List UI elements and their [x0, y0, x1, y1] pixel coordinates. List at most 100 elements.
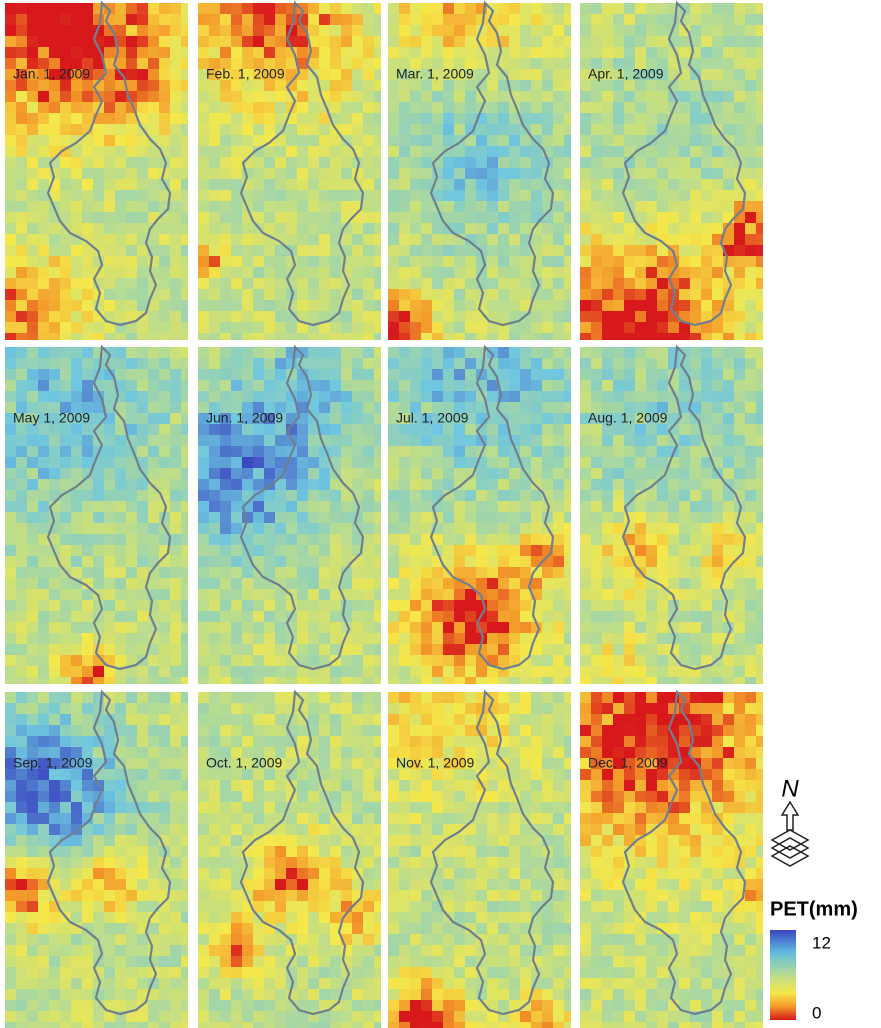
pet-cell — [363, 747, 374, 758]
pet-cell — [668, 36, 679, 47]
pet-cell — [38, 267, 49, 278]
pet-cell — [613, 600, 624, 611]
pet-cell — [308, 567, 319, 578]
pet-cell — [553, 523, 564, 534]
pet-cell — [679, 80, 690, 91]
pet-cell — [487, 402, 498, 413]
pet-cell — [734, 69, 745, 80]
pet-cell — [242, 534, 253, 545]
pet-cell — [264, 435, 275, 446]
pet-cell — [242, 289, 253, 300]
pet-cell — [275, 47, 286, 58]
pet-cell — [286, 747, 297, 758]
pet-cell — [602, 157, 613, 168]
pet-cell — [352, 446, 363, 457]
pet-cell — [410, 523, 421, 534]
pet-cell — [531, 512, 542, 523]
pet-cell — [421, 677, 432, 684]
pet-cell — [509, 644, 520, 655]
pet-cell — [602, 289, 613, 300]
pet-cell — [635, 157, 646, 168]
pet-cell — [330, 3, 341, 14]
pet-cell — [209, 69, 220, 80]
pet-cell — [690, 223, 701, 234]
pet-cell — [297, 69, 308, 80]
pet-cell — [286, 311, 297, 322]
pet-cell — [264, 813, 275, 824]
pet-cell — [104, 945, 115, 956]
pet-cell — [209, 490, 220, 501]
pet-cell — [253, 25, 264, 36]
pet-cell — [253, 146, 264, 157]
pet-cell — [564, 402, 571, 413]
pet-cell — [352, 490, 363, 501]
pet-cell — [701, 256, 712, 267]
pet-cell — [363, 769, 374, 780]
pet-cell — [476, 600, 487, 611]
pet-cell — [115, 267, 126, 278]
pet-cell — [231, 347, 242, 358]
pet-cell — [330, 677, 341, 684]
pet-cell — [220, 714, 231, 725]
pet-cell — [5, 124, 16, 135]
pet-cell — [487, 124, 498, 135]
pet-cell — [198, 714, 209, 725]
pet-cell — [454, 534, 465, 545]
pet-cell — [231, 234, 242, 245]
pet-cell — [275, 523, 286, 534]
pet-cell — [374, 135, 381, 146]
pet-cell — [253, 267, 264, 278]
pet-cell — [509, 611, 520, 622]
pet-cell — [701, 666, 712, 677]
pet-cell — [181, 703, 188, 714]
pet-cell — [421, 435, 432, 446]
pet-cell — [564, 589, 571, 600]
pet-cell — [181, 80, 188, 91]
pet-cell — [27, 300, 38, 311]
pet-cell — [297, 714, 308, 725]
pet-cell — [16, 91, 27, 102]
pet-cell — [701, 622, 712, 633]
pet-cell — [668, 457, 679, 468]
pet-cell — [148, 989, 159, 1000]
pet-cell — [624, 212, 635, 223]
pet-cell — [209, 391, 220, 402]
pet-cell — [363, 780, 374, 791]
pet-cell — [542, 91, 553, 102]
pet-cell — [181, 278, 188, 289]
pet-cell — [38, 25, 49, 36]
pet-cell — [126, 512, 137, 523]
pet-cell — [520, 380, 531, 391]
pet-cell — [613, 358, 624, 369]
pet-cell — [181, 256, 188, 267]
pet-cell — [220, 501, 231, 512]
pet-cell — [679, 212, 690, 223]
pet-cell — [319, 300, 330, 311]
pet-cell — [602, 369, 613, 380]
pet-cell — [5, 69, 16, 80]
pet-cell — [170, 333, 181, 340]
pet-cell — [297, 703, 308, 714]
pet-cell — [465, 457, 476, 468]
pet-cell — [93, 622, 104, 633]
pet-cell — [432, 666, 443, 677]
pet-cell — [330, 234, 341, 245]
pet-cell — [352, 135, 363, 146]
pet-cell — [253, 113, 264, 124]
pet-cell — [319, 256, 330, 267]
pet-cell — [319, 402, 330, 413]
pet-cell — [231, 413, 242, 424]
pet-cell — [352, 813, 363, 824]
pet-cell — [498, 435, 509, 446]
pet-cell — [330, 212, 341, 223]
pet-cell — [635, 234, 646, 245]
pet-cell — [38, 703, 49, 714]
pet-cell — [242, 468, 253, 479]
pet-cell — [487, 113, 498, 124]
pet-cell — [399, 347, 410, 358]
pet-cell — [242, 644, 253, 655]
pet-cell — [624, 457, 635, 468]
pet-cell — [580, 190, 591, 201]
pet-cell — [690, 479, 701, 490]
